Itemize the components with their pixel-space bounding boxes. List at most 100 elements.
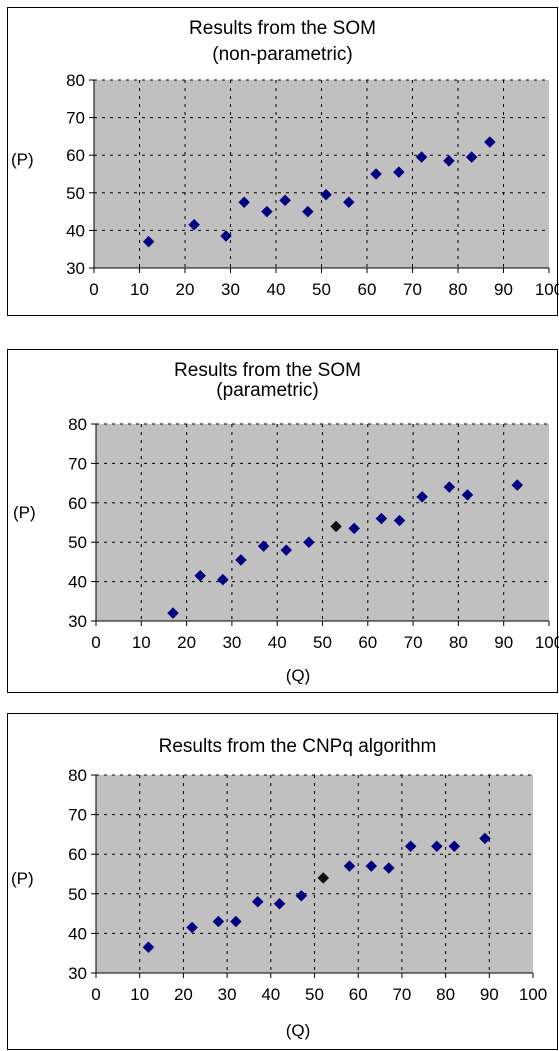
x-tick-label: 80 [449,633,468,652]
y-axis-label: (P) [11,869,34,888]
data-point [142,941,155,954]
x-axis-label: (Q) [285,1021,311,1040]
y-tick-label: 40 [68,924,87,943]
chart-panel-1: Results from the SOM (non-parametric) (P… [7,7,559,316]
data-point [404,840,417,853]
data-point [431,840,443,853]
chart-title: Results from the CNPq algorithm [158,736,437,757]
chart-panel-2: Results from the SOM (parametric) (P) (Q… [7,349,559,693]
data-point [415,151,428,163]
y-tick-label: 50 [68,533,87,552]
data-point [382,862,395,874]
y-tick-label: 50 [66,184,85,203]
data-point [483,136,496,148]
x-tick-label: 30 [221,280,240,299]
x-tick-label: 20 [174,985,193,1004]
x-tick-label: 0 [89,280,98,299]
data-point [303,536,315,549]
data-point [370,168,382,180]
data-point [479,832,491,845]
data-point [392,166,405,178]
x-tick-label: 10 [130,280,149,299]
y-tick-label: 40 [68,573,87,592]
x-tick-label: 70 [392,985,411,1004]
data-point [235,554,247,566]
x-tick-label: 60 [349,985,368,1004]
data-point [167,607,179,619]
x-tick-label: 80 [449,280,468,299]
data-point [511,479,524,491]
x-tick-label: 50 [312,280,331,299]
chart-title: Results from the SOM [174,360,361,381]
x-tick-label: 70 [403,280,422,299]
y-tick-label: 70 [68,454,87,473]
x-tick-label: 0 [91,985,100,1004]
x-tick-label: 10 [130,985,149,1004]
data-point [448,840,461,853]
data-point [229,915,242,928]
data-point [251,895,264,908]
data-point [194,569,207,582]
data-point [301,205,314,218]
data-point [465,151,478,163]
chart-panel-3: Results from the CNPq algorithm (P) (Q) … [7,713,558,1050]
x-tick-label: 100 [519,985,547,1004]
x-tick-label: 100 [535,280,559,299]
chart-subtitle: (parametric) [216,380,319,401]
y-tick-label: 60 [66,146,85,165]
data-point [443,481,456,493]
x-tick-label: 0 [91,633,100,652]
scatter-chart: 30 40 50 60 70 80 0 10 20 30 40 50 60 70 80 90 100 [68,415,559,652]
data-point [365,860,378,872]
data-point [443,154,455,167]
y-tick-label: 70 [68,806,87,825]
data-point [212,915,225,928]
x-tick-label: 20 [177,633,196,652]
data-point [342,196,355,209]
y-tick-label: 30 [68,964,87,983]
data-point [261,205,273,218]
x-tick-label: 50 [313,633,332,652]
y-tick-label: 70 [66,109,85,128]
data-point [280,544,293,556]
data-point [317,872,330,884]
y-tick-label: 60 [68,494,87,513]
data-point [343,860,356,872]
x-tick-label: 10 [132,633,151,652]
x-tick-label: 30 [218,985,237,1004]
x-tick-label: 60 [358,280,377,299]
data-point [461,489,474,501]
x-tick-label: 30 [222,633,241,652]
y-tick-label: 40 [66,221,85,240]
data-point [279,194,291,207]
x-tick-label: 70 [404,633,423,652]
x-tick-label: 90 [494,280,513,299]
y-tick-label: 50 [68,885,87,904]
scatter-chart: 30 40 50 60 70 80 0 10 20 30 40 50 60 70 80 90 100 [68,766,547,1004]
y-tick-label: 30 [68,612,87,631]
x-tick-label: 80 [436,985,455,1004]
data-point [186,921,198,934]
x-tick-label: 100 [535,633,559,652]
chart-title: Results from the SOM [189,18,376,39]
data-point [216,573,229,586]
data-point [348,522,361,535]
data-point [188,218,200,231]
y-tick-label: 80 [66,71,85,90]
data-point [393,514,406,527]
x-tick-label: 40 [261,985,280,1004]
y-tick-label: 80 [68,415,87,434]
data-point [238,196,251,209]
y-axis-label: (P) [11,150,34,169]
x-tick-label: 90 [494,633,513,652]
plot-area [94,80,549,268]
x-tick-label: 40 [267,280,286,299]
data-point [220,230,232,242]
x-tick-label: 90 [480,985,499,1004]
x-tick-label: 50 [305,985,324,1004]
y-tick-label: 80 [68,766,87,785]
data-point [257,540,270,552]
x-tick-label: 60 [358,633,377,652]
x-tick-label: 20 [176,280,195,299]
data-point [273,897,286,910]
